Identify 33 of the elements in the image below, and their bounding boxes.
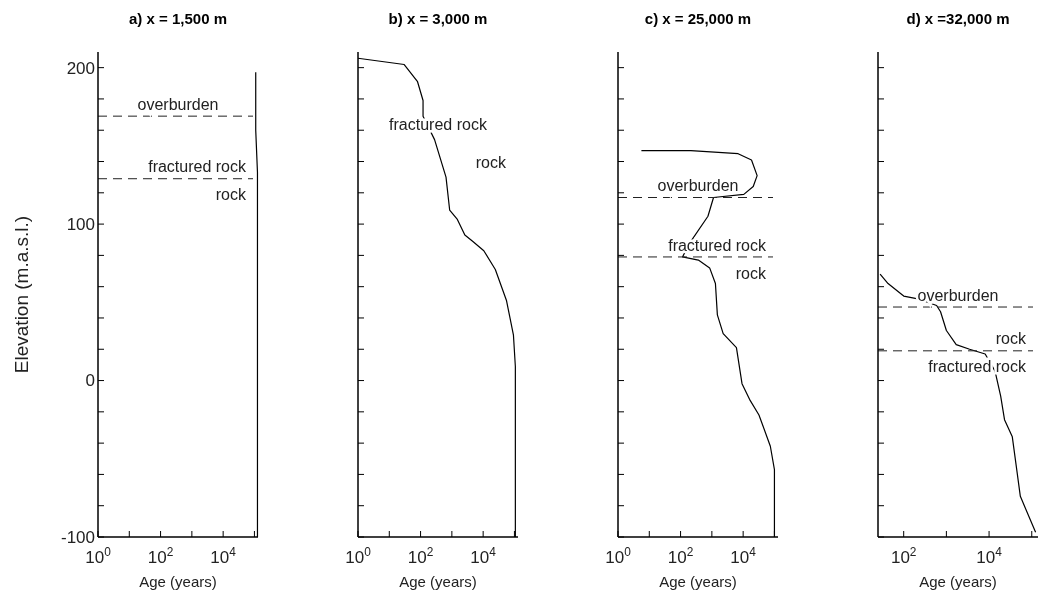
annotation: rock (475, 154, 507, 172)
x-tick-label: 10$^{0}$ (605, 545, 632, 567)
annotation: fractured rock (928, 358, 1027, 376)
annotation: overburden (657, 177, 739, 195)
chart-title: a) x = 1,500 m (129, 10, 227, 27)
y-tick-label: 100 (66, 215, 95, 235)
x-tick-label: 10$^{4}$ (470, 545, 497, 567)
annotation: overburden (917, 286, 999, 304)
x-axis-title: Age (years) (399, 573, 477, 590)
annotation: overburden (137, 95, 219, 113)
y-tick-label: 0 (85, 371, 95, 391)
x-tick-label: 10$^{4}$ (730, 545, 757, 567)
x-axis-title: Age (years) (139, 573, 217, 590)
y-tick-label: -100 (60, 527, 95, 547)
x-tick-label: 10$^{0}$ (85, 545, 112, 567)
chart-title: c) x = 25,000 m (644, 10, 752, 27)
x-tick-label: 10$^{2}$ (667, 545, 694, 567)
annotation: fractured rock (148, 158, 247, 176)
chart-title: b) x = 3,000 m (388, 10, 488, 27)
x-tick-label: 10$^{0}$ (345, 545, 372, 567)
x-axis-title: Age (years) (659, 573, 737, 590)
x-tick-label: 10$^{2}$ (890, 545, 917, 567)
x-tick-label: 10$^{4}$ (210, 545, 237, 567)
x-axis-title: Age (years) (919, 573, 997, 590)
y-axis-title: Elevation (m.a.s.l.) (11, 215, 32, 374)
x-tick-label: 10$^{4}$ (976, 545, 1003, 567)
x-tick-label: 10$^{2}$ (407, 545, 434, 567)
y-tick-label: 200 (66, 58, 95, 78)
x-tick-label: 10$^{2}$ (147, 545, 174, 567)
annotation: rock (215, 186, 247, 204)
chart-title: d) x =32,000 m (906, 10, 1010, 27)
annotation: rock (995, 330, 1027, 348)
annotation: rock (735, 264, 767, 282)
